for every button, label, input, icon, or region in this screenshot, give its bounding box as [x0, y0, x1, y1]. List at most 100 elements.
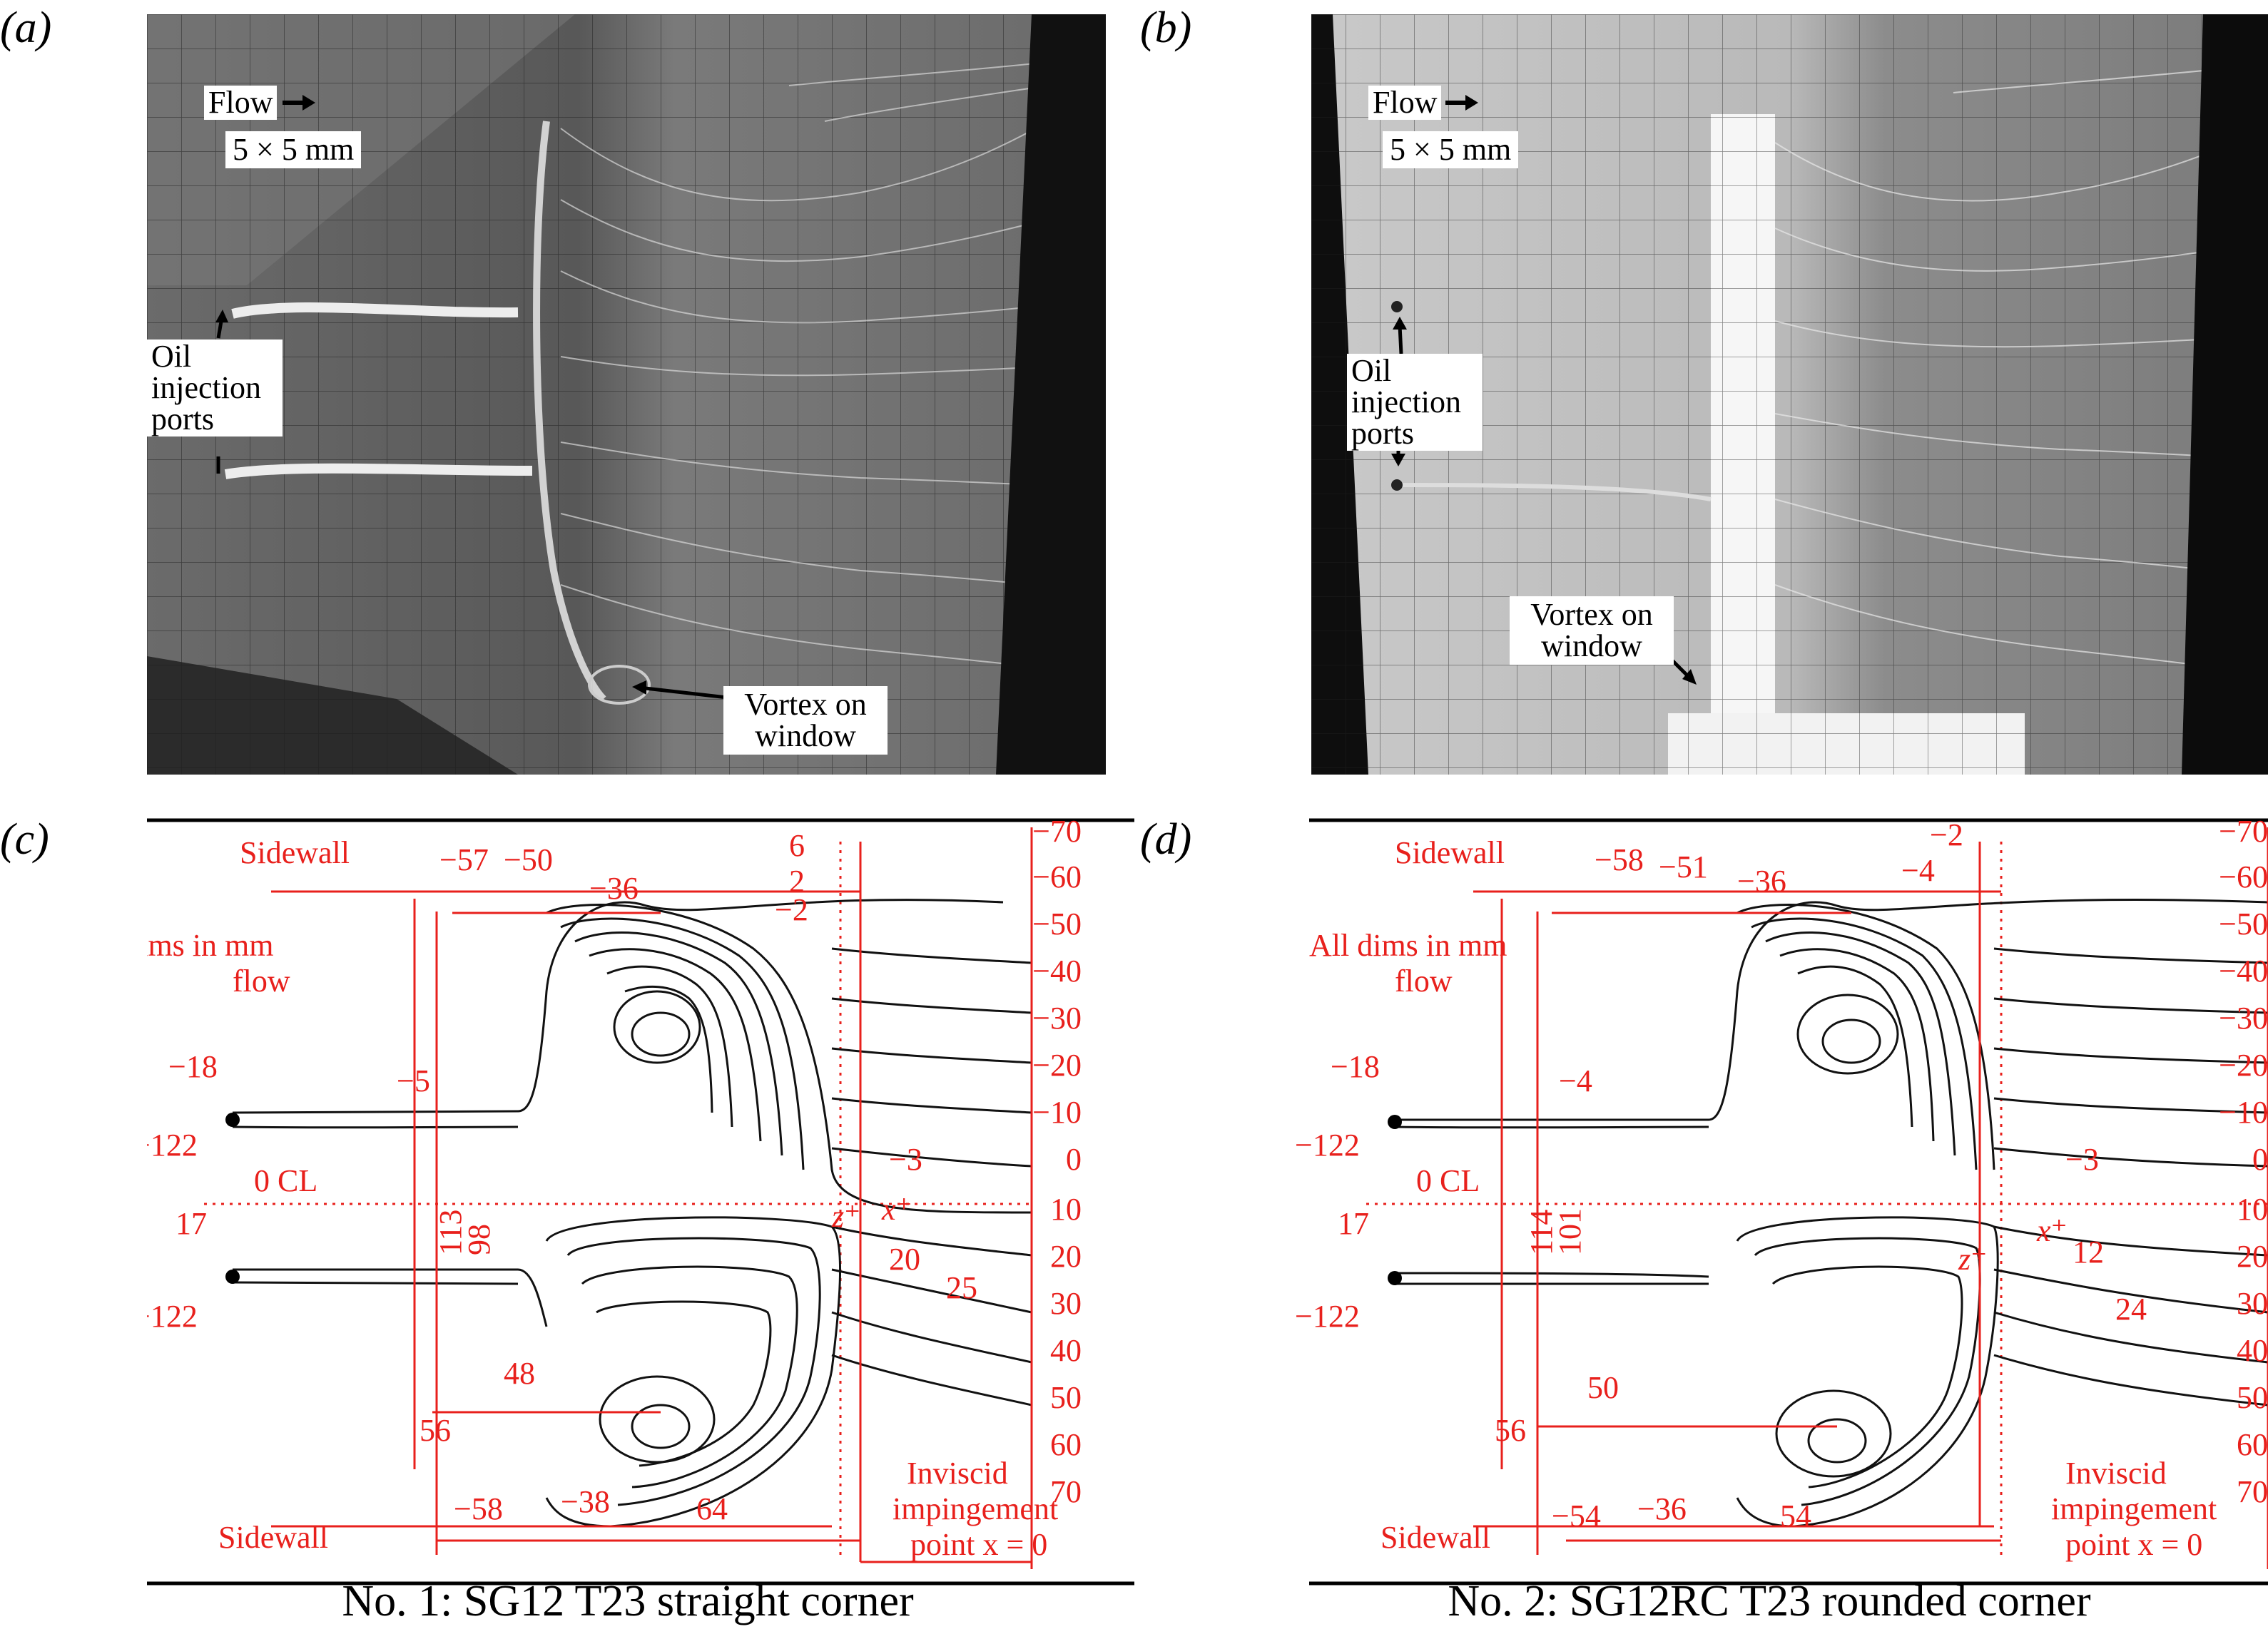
- dim-label: x⁺: [881, 1192, 912, 1227]
- dim-label: 56: [1495, 1413, 1526, 1448]
- oil-flow-photo-a: Flow 5 × 5 mm Oil injection ports Vortex o…: [147, 14, 1106, 775]
- scale-tick: 40: [2237, 1333, 2268, 1368]
- sidewall-bottom-label: Sidewall: [218, 1520, 328, 1555]
- dim-label: −4: [1559, 1063, 1592, 1098]
- centerline-label: 0 CL: [1416, 1163, 1480, 1198]
- scale-tick: −60: [2219, 859, 2268, 894]
- scale-tick: −20: [2219, 1048, 2268, 1083]
- dim-label: 17: [176, 1206, 207, 1241]
- flow-label-b: Flow: [1368, 86, 1442, 120]
- dim-label: −38: [561, 1484, 610, 1519]
- dim-label: −122: [1295, 1299, 1360, 1334]
- dim-label: −122: [147, 1299, 198, 1334]
- dim-label: −58: [1595, 842, 1644, 877]
- panel-label-b: (b): [1140, 4, 1192, 52]
- dim-label: −58: [454, 1491, 503, 1526]
- scale-tick: 50: [1050, 1380, 1082, 1415]
- dim-label: 25: [946, 1270, 977, 1305]
- dim-label: 54: [1780, 1499, 1811, 1533]
- scale-tick: 20: [2237, 1239, 2268, 1274]
- dim-label: −2: [1930, 817, 1963, 852]
- scale-tick: 60: [2237, 1427, 2268, 1462]
- panel-label-a: (a): [0, 4, 52, 52]
- dim-label: −2: [775, 892, 808, 927]
- flow-diagram-c: −70 −60 −50 −40 −30 −20 −10 0 10 20 30 4…: [147, 814, 1134, 1586]
- dims-note-line1: All dims in mm: [1309, 928, 1507, 963]
- caption-d: No. 2: SG12RC T23 rounded corner: [1448, 1577, 2091, 1625]
- dim-label: −36: [589, 871, 639, 906]
- inviscid-line3: point x = 0: [2065, 1527, 2202, 1562]
- dim-label: 64: [696, 1491, 728, 1526]
- scale-tick: −30: [2219, 1001, 2268, 1036]
- dim-label: 114: [1524, 1210, 1559, 1255]
- dim-label: 50: [1587, 1370, 1619, 1405]
- scale-tick: 50: [2237, 1380, 2268, 1415]
- sidewall-top-label: Sidewall: [1395, 835, 1505, 870]
- dim-label: −57: [439, 842, 489, 877]
- dim-label: 48: [504, 1356, 535, 1391]
- scale-tick: 30: [2237, 1286, 2268, 1321]
- dim-label: 20: [889, 1242, 920, 1277]
- scale-tick: 0: [2252, 1142, 2268, 1177]
- sidewall-bottom-label: Sidewall: [1380, 1520, 1490, 1555]
- inviscid-line1: Inviscid: [2065, 1456, 2167, 1491]
- vortex-label-b: Vortex on window: [1510, 596, 1674, 665]
- dim-label: −4: [1901, 853, 1935, 888]
- scale-tick: 10: [1050, 1192, 1082, 1227]
- scale-tick: −40: [1032, 954, 1082, 989]
- dim-label: 6: [789, 828, 805, 863]
- scale-tick: −30: [1032, 1001, 1082, 1036]
- scale-tick: 70: [2237, 1474, 2268, 1509]
- scale-tick: −50: [1032, 907, 1082, 941]
- dim-label: 24: [2115, 1292, 2147, 1327]
- dim-label: −3: [889, 1142, 922, 1177]
- centerline-label: 0 CL: [254, 1163, 317, 1198]
- scale-label-a: 5 × 5 mm: [225, 131, 362, 168]
- panel-label-c: (c): [0, 815, 49, 864]
- scale-tick: −10: [1032, 1095, 1082, 1130]
- flow-diagram-d: −70 −60 −50 −40 −30 −20 −10 0 10 20 30 4…: [1295, 814, 2268, 1586]
- scale-tick: 40: [1050, 1333, 1082, 1368]
- dim-label: z⁺: [831, 1199, 860, 1234]
- scale-tick: 0: [1066, 1142, 1082, 1177]
- dim-label: −3: [2065, 1142, 2099, 1177]
- caption-c: No. 1: SG12 T23 straight corner: [342, 1577, 914, 1625]
- dim-label: −54: [1552, 1499, 1601, 1533]
- scale-tick: 70: [1050, 1474, 1082, 1509]
- scale-tick: 20: [1050, 1239, 1082, 1274]
- dim-label: −36: [1637, 1491, 1687, 1526]
- inviscid-line2: impingement: [2051, 1491, 2217, 1526]
- dim-label: z⁺: [1958, 1242, 1987, 1277]
- sidewall-top-label: Sidewall: [240, 835, 350, 870]
- dim-label: 2: [789, 864, 805, 899]
- dim-label: 98: [462, 1224, 497, 1255]
- dim-label: 113: [433, 1210, 468, 1255]
- dim-label: −36: [1737, 864, 1786, 899]
- panel-label-d: (d): [1140, 815, 1192, 864]
- dim-label: x⁺: [2036, 1213, 2068, 1248]
- scale-label-b: 5 × 5 mm: [1383, 131, 1519, 168]
- inviscid-line3: point x = 0: [910, 1527, 1047, 1562]
- dim-label: −50: [504, 842, 553, 877]
- scale-tick: −40: [2219, 954, 2268, 989]
- scale-tick: −60: [1032, 859, 1082, 894]
- oil-ports-label-b: Oil injection ports: [1347, 354, 1483, 451]
- dim-label: 101: [1552, 1208, 1587, 1255]
- dims-note-line2: flow: [233, 964, 290, 999]
- inviscid-line2: impingement: [893, 1491, 1058, 1526]
- dim-label: 17: [1338, 1206, 1369, 1241]
- dim-label: 12: [2073, 1235, 2104, 1270]
- scale-tick: 30: [1050, 1286, 1082, 1321]
- dim-label: −18: [168, 1049, 218, 1084]
- scale-tick: −70: [1032, 814, 1082, 849]
- dim-label: −122: [1295, 1128, 1360, 1163]
- flow-label-a: Flow: [204, 86, 278, 120]
- oil-ports-label-a: Oil injection ports: [147, 339, 283, 436]
- oil-flow-photo-b: Flow 5 × 5 mm Oil injection ports Vortex o…: [1311, 14, 2268, 775]
- scale-tick: −50: [2219, 907, 2268, 941]
- scale-tick: −20: [1032, 1048, 1082, 1083]
- scale-tick: −10: [2219, 1095, 2268, 1130]
- scale-tick: 60: [1050, 1427, 1082, 1462]
- dims-note-line1: All dims in mm: [147, 928, 273, 963]
- scale-tick: 10: [2237, 1192, 2268, 1227]
